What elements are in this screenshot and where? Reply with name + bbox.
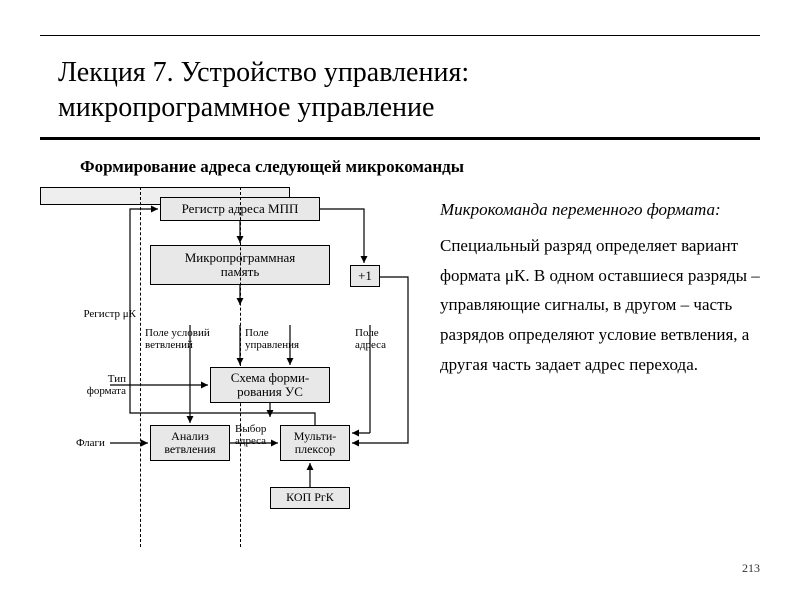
page-number: 213 — [742, 561, 760, 576]
label-seg3: Поле адреса — [355, 327, 386, 351]
node-plus1: +1 — [350, 265, 380, 287]
title-line2: микропрограммное управление — [58, 92, 434, 123]
rule-top — [40, 35, 760, 36]
kop-text: КОП РгК — [286, 491, 334, 504]
page-title: Лекция 7. Устройство управления: микропр… — [58, 55, 469, 125]
node-scheme: Схема форми- рования УС — [210, 367, 330, 403]
label-seg2: Поле управления — [245, 327, 299, 351]
node-mux: Мульти- плексор — [280, 425, 350, 461]
diagram: Регистр адреса МПП Микропрограммная памя… — [40, 187, 440, 547]
node-kop: КОП РгК — [270, 487, 350, 509]
label-flags: Флаги — [76, 437, 105, 449]
subtitle: Формирование адреса следующей микрокоман… — [80, 157, 464, 177]
label-type-fmt: Тип формата — [76, 373, 126, 397]
analysis-text: Анализ ветвления — [164, 430, 215, 456]
seg-cond — [40, 187, 140, 547]
title-line1: Лекция 7. Устройство управления: — [58, 57, 469, 88]
body-para: Специальный разряд определяет вариант фо… — [440, 236, 760, 374]
scheme-text: Схема форми- рования УС — [231, 371, 310, 400]
rule-thick — [40, 137, 760, 140]
label-seg1: Поле условий ветвлений — [145, 327, 210, 351]
label-select-addr: Выбор адреса — [235, 423, 266, 447]
body-emph: Микрокоманда переменного формата: — [440, 195, 760, 225]
body-text: Микрокоманда переменного формата: Специа… — [440, 195, 760, 380]
node-analysis: Анализ ветвления — [150, 425, 230, 461]
mux-text: Мульти- плексор — [294, 430, 337, 456]
node-reg-uk — [40, 187, 290, 205]
plus1-text: +1 — [358, 269, 372, 283]
